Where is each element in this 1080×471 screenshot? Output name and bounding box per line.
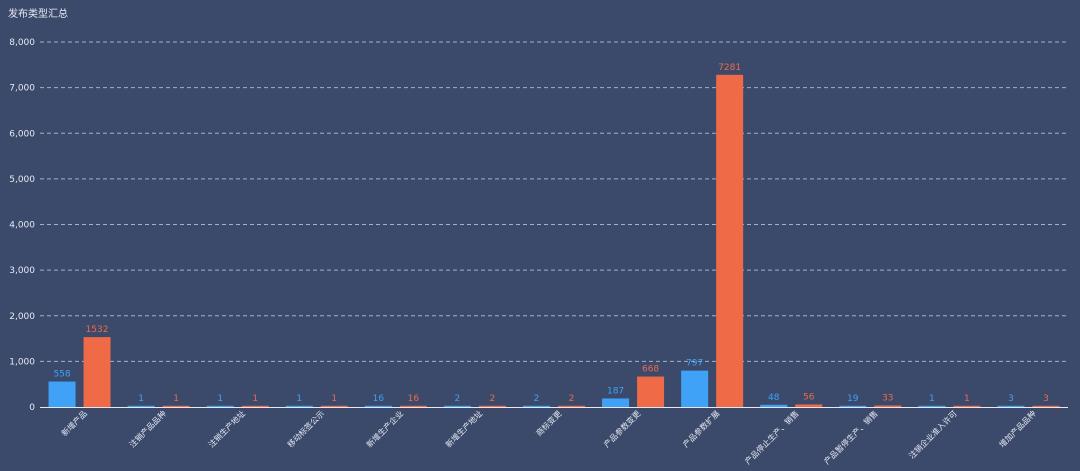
data-label: 2	[455, 394, 461, 404]
data-label: 2	[534, 394, 540, 404]
bar	[953, 405, 981, 407]
data-label: 16	[373, 394, 385, 404]
y-tick-label: 3,000	[9, 266, 35, 276]
data-label: 1	[929, 394, 935, 404]
bar	[874, 405, 902, 407]
bar	[681, 370, 709, 407]
data-label: 1	[964, 394, 970, 404]
x-tick-label: 产品停止生产、销售	[743, 408, 801, 466]
x-tick-label: 新增产品	[59, 408, 89, 438]
bar	[637, 376, 665, 407]
x-tick-label: 注销企业准入许可	[906, 408, 958, 460]
x-tick-label: 新增生产企业	[364, 408, 405, 449]
x-tick-label: 产品参数扩展	[681, 408, 722, 449]
chart-title: 发布类型汇总	[8, 9, 68, 20]
x-tick-label: 新增生产地址	[443, 408, 484, 449]
data-label: 187	[607, 386, 624, 396]
data-label: 1	[331, 394, 337, 404]
y-tick-label: 5,000	[9, 175, 35, 185]
bar	[320, 405, 348, 407]
y-tick-label: 2,000	[9, 312, 35, 322]
data-label: 19	[847, 394, 859, 404]
data-label: 1	[217, 394, 223, 404]
data-label: 56	[803, 392, 815, 402]
x-tick-label: 注销产品品种	[127, 408, 168, 449]
bar	[839, 405, 867, 407]
y-tick-label: 1,000	[9, 357, 35, 367]
y-tick-label: 0	[29, 403, 35, 413]
x-tick-label: 移动标签公示	[285, 408, 326, 449]
bar	[918, 405, 946, 407]
data-label: 668	[642, 365, 659, 375]
data-label: 558	[53, 370, 70, 380]
data-label: 7281	[718, 63, 741, 73]
x-tick-label: 产品暂停生产、销售	[822, 408, 880, 466]
bar	[997, 405, 1025, 407]
y-tick-label: 4,000	[9, 221, 35, 231]
bar	[523, 405, 550, 407]
bar	[443, 405, 471, 407]
y-tick-label: 6,000	[9, 129, 35, 139]
bar	[760, 404, 788, 407]
data-label: 48	[768, 393, 780, 403]
x-tick-label: 产品参数变更	[601, 408, 642, 449]
data-label: 3	[1043, 394, 1049, 404]
bar	[558, 405, 585, 407]
bar	[206, 405, 234, 407]
data-label: 2	[569, 394, 575, 404]
bar	[1032, 405, 1060, 407]
bar	[364, 405, 392, 407]
data-label: 1	[173, 394, 179, 404]
bar	[83, 337, 111, 407]
data-label: 1	[252, 394, 258, 404]
bar	[241, 405, 269, 407]
bar	[478, 405, 506, 407]
bar	[399, 405, 427, 407]
bar	[162, 405, 190, 407]
data-label: 3	[1008, 394, 1014, 404]
data-label: 1	[138, 394, 144, 404]
data-label: 33	[882, 393, 893, 403]
x-tick-label: 注销生产地址	[206, 408, 247, 449]
data-label: 2	[490, 394, 496, 404]
x-tick-label: 增加产品品种	[997, 408, 1038, 449]
bar	[127, 405, 155, 407]
data-label: 16	[408, 394, 420, 404]
y-tick-label: 8,000	[9, 38, 35, 48]
bar	[285, 405, 313, 407]
data-label: 1532	[86, 325, 109, 335]
bar	[602, 398, 630, 407]
data-label: 797	[686, 359, 703, 369]
bar	[716, 74, 744, 407]
bar	[795, 404, 823, 407]
x-tick-label: 商标变更	[534, 408, 564, 438]
data-label: 1	[296, 394, 302, 404]
bar	[48, 381, 76, 407]
y-tick-label: 7,000	[9, 84, 35, 94]
